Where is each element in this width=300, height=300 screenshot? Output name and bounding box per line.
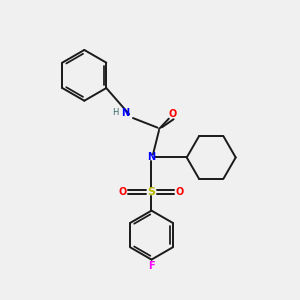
Text: N: N [147,152,156,163]
Text: F: F [148,261,155,271]
Text: O: O [119,187,127,197]
Text: O: O [168,109,176,119]
Text: S: S [148,187,155,197]
Text: N: N [121,108,129,118]
Text: O: O [176,187,184,197]
Text: H: H [112,108,118,117]
